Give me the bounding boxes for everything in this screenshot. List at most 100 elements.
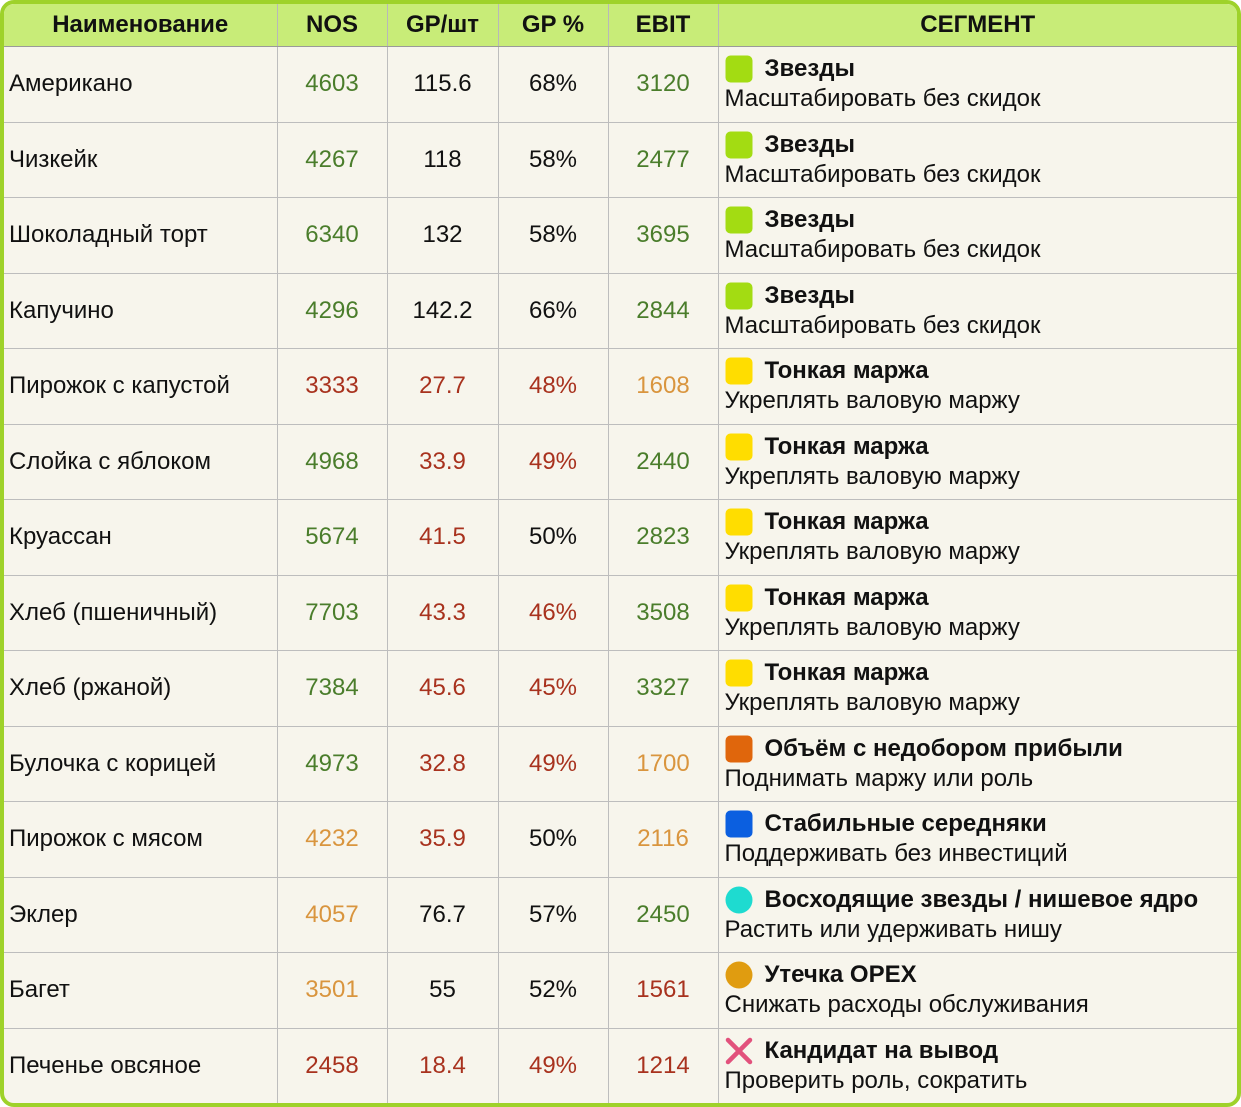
icon-shape xyxy=(725,433,752,461)
column-header: Наименование xyxy=(4,4,278,47)
metric-cell: 50% xyxy=(498,801,609,878)
segment-action: Укреплять валовую маржу xyxy=(724,538,1020,566)
segment-icon xyxy=(725,735,752,763)
icon-shape xyxy=(725,1037,752,1065)
column-header: GP % xyxy=(498,4,609,47)
segment-cell: Тонкая маржа Укреплять валовую маржу xyxy=(718,575,1237,651)
segment-title: Кандидат на вывод xyxy=(764,1037,999,1064)
metric-cell: 142.2 xyxy=(387,273,499,349)
segment-icon xyxy=(725,584,752,612)
metric-cell: 43.3 xyxy=(387,575,499,651)
segment-title: Тонкая маржа xyxy=(764,432,929,460)
icon-shape xyxy=(725,357,752,385)
metric-cell: 4232 xyxy=(277,801,388,878)
segment-title-line: Тонкая маржа xyxy=(725,356,1238,386)
metric-cell: 68% xyxy=(498,46,609,123)
table-body: Американо 4603 115.6 68% 3120 Звезды Масштабир… xyxy=(4,46,1238,1103)
segment-title-line: Звезды xyxy=(725,130,1238,160)
segment-title: Восходящие звезды / нишевое ядро xyxy=(764,885,1199,913)
segment-icon xyxy=(725,206,752,234)
segment-icon xyxy=(725,659,752,687)
segment-cell: Восходящие звезды / нишевое ядро Растить … xyxy=(718,877,1237,953)
segment-cell: Звезды Масштабировать без скидок xyxy=(718,197,1237,274)
segment-cell: Утечка OPEX Снижать расходы обслуживания xyxy=(718,952,1238,1029)
segment-action: Проверить роль, сократить xyxy=(724,1067,1028,1094)
segment-icon xyxy=(725,433,752,461)
metric-cell: 49% xyxy=(498,726,609,802)
item-name: Американо xyxy=(4,46,278,123)
metric-cell: 2477 xyxy=(608,122,719,198)
segment-icon xyxy=(725,1037,752,1065)
metric-cell: 46% xyxy=(498,575,609,651)
table-row: Печенье овсяное 2458 18.4 49% 1214 Кандидат н… xyxy=(4,1028,1238,1103)
metric-cell: 35.9 xyxy=(387,801,499,878)
segment-action: Растить или удерживать нишу xyxy=(724,915,1062,943)
segment-title: Тонкая маржа xyxy=(764,659,929,687)
table-row: Пирожок с мясом 4232 35.9 50% 2116 Стабильные… xyxy=(4,801,1238,878)
segment-icon xyxy=(725,55,752,83)
metric-cell: 2844 xyxy=(608,273,719,349)
segment-title: Звезды xyxy=(764,55,855,83)
metric-cell: 2440 xyxy=(608,424,719,500)
metric-cell: 2450 xyxy=(608,877,719,953)
segment-action: Укреплять валовую маржу xyxy=(724,387,1020,415)
metric-cell: 57% xyxy=(498,877,609,953)
icon-shape xyxy=(725,810,752,838)
segment-action: Масштабировать без скидок xyxy=(724,85,1041,113)
metric-cell: 66% xyxy=(498,273,609,349)
metric-cell: 2116 xyxy=(608,801,719,878)
metric-cell: 55 xyxy=(387,952,499,1029)
column-header: NOS xyxy=(277,4,388,47)
metric-cell: 2458 xyxy=(277,1028,388,1103)
item-name: Пирожок с мясом xyxy=(4,801,278,878)
segment-cell: Объём с недобором прибыли Поднимать маржу… xyxy=(718,726,1237,802)
segment-icon xyxy=(725,886,752,914)
segment-title: Звезды xyxy=(764,281,855,309)
metric-cell: 18.4 xyxy=(387,1028,499,1103)
segment-title-line: Звезды xyxy=(725,54,1238,84)
item-name: Хлеб (пшеничный) xyxy=(4,575,278,651)
item-name: Круассан xyxy=(4,499,278,576)
segment-title-line: Звезды xyxy=(725,281,1238,311)
segment-title-line: Утечка OPEX xyxy=(725,960,1238,990)
metric-cell: 27.7 xyxy=(387,348,499,425)
segment-title: Звезды xyxy=(764,206,855,234)
item-name: Хлеб (ржаной) xyxy=(4,650,278,727)
table-row: Капучино 4296 142.2 66% 2844 Звезды Масштабиро… xyxy=(4,273,1237,349)
column-header: GP/шт xyxy=(387,4,499,47)
icon-shape xyxy=(725,735,752,763)
metric-cell: 50% xyxy=(498,499,609,576)
segment-cell: Звезды Масштабировать без скидок xyxy=(718,122,1237,198)
segment-action: Масштабировать без скидок xyxy=(724,311,1041,339)
metric-cell: 4603 xyxy=(277,46,388,123)
segment-title-line: Тонкая маржа xyxy=(725,658,1238,688)
icon-shape xyxy=(725,508,752,536)
segment-title: Утечка OPEX xyxy=(764,961,917,989)
segment-title-line: Стабильные середняки xyxy=(725,809,1238,839)
metric-cell: 7703 xyxy=(277,575,388,651)
metric-cell: 4296 xyxy=(277,273,388,349)
icon-shape xyxy=(725,131,752,159)
segment-action: Масштабировать без скидок xyxy=(724,160,1041,188)
item-name: Капучино xyxy=(4,273,278,349)
segment-icon xyxy=(725,810,752,838)
metric-cell: 3120 xyxy=(608,46,719,123)
metric-cell: 49% xyxy=(498,1028,609,1103)
icon-shape xyxy=(725,961,752,989)
metric-cell: 5674 xyxy=(277,499,388,576)
metric-cell: 3695 xyxy=(608,197,719,274)
metric-cell: 6340 xyxy=(277,197,388,274)
segment-action: Поднимать маржу или роль xyxy=(724,764,1034,792)
metric-cell: 1608 xyxy=(608,348,719,425)
icon-shape xyxy=(725,659,752,687)
segment-cell: Звезды Масштабировать без скидок xyxy=(718,273,1237,349)
table-row: Хлеб (пшеничный) 7703 43.3 46% 3508 Тонкая ма… xyxy=(4,575,1237,651)
table-row: Круассан 5674 41.5 50% 2823 Тонкая маржа Укреп… xyxy=(4,499,1237,576)
metric-cell: 76.7 xyxy=(387,877,499,953)
metric-cell: 1214 xyxy=(608,1028,719,1103)
icon-shape xyxy=(725,55,752,83)
metric-cell: 58% xyxy=(498,197,609,274)
segment-title-line: Кандидат на вывод xyxy=(725,1036,1238,1066)
table-row: Слойка с яблоком 4968 33.9 49% 2440 Тонкая ма… xyxy=(4,424,1237,500)
metric-cell: 7384 xyxy=(277,650,388,727)
